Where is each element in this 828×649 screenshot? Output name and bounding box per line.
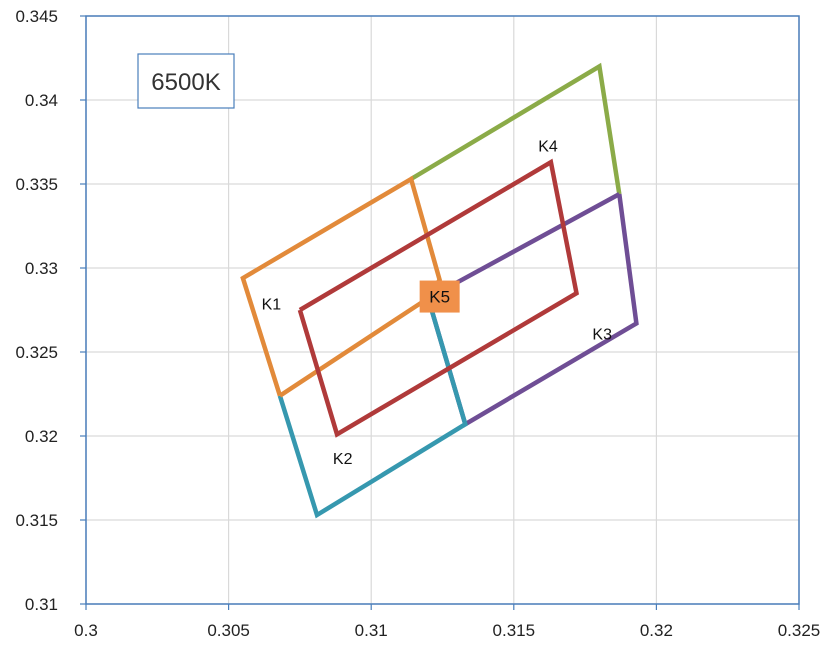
y-tick-label: 0.345 <box>15 7 58 26</box>
y-tick-label: 0.335 <box>15 175 58 194</box>
plot-area-border <box>85 15 800 605</box>
k5-label: K5 <box>429 288 450 307</box>
x-tick-label: 0.32 <box>640 621 673 640</box>
series-line-0 <box>409 62 622 195</box>
y-tick-label: 0.315 <box>15 511 58 530</box>
x-tick-label: 0.325 <box>778 621 821 640</box>
x-tick-label: 0.31 <box>355 621 388 640</box>
series-line-2 <box>277 297 468 519</box>
chart-title: 6500K <box>151 69 220 96</box>
title-box-border <box>137 53 235 109</box>
label-k4: K4 <box>538 138 558 155</box>
series-group <box>240 62 639 519</box>
y-tick-label: 0.32 <box>25 427 58 446</box>
y-tick-label: 0.34 <box>25 91 58 110</box>
k5-label-box <box>419 280 460 313</box>
title-box: 6500K <box>137 53 235 109</box>
x-tick-label: 0.3 <box>74 621 98 640</box>
label-k2: K2 <box>333 451 353 468</box>
y-tick-label: 0.33 <box>25 259 58 278</box>
label-k1: K1 <box>262 296 282 313</box>
x-axis-ticks: 0.3 0.305 0.31 0.315 0.32 0.325 <box>74 604 820 640</box>
x-tick-label: 0.305 <box>207 621 250 640</box>
y-tick-label: 0.325 <box>15 343 58 362</box>
series-line-3 <box>240 175 443 398</box>
series-line-4 <box>297 158 580 438</box>
label-k3: K3 <box>592 327 612 344</box>
y-tick-label: 0.31 <box>25 595 58 614</box>
point-labels: K1 K2 K3 K4 K5 <box>262 138 613 467</box>
y-axis-ticks: 0.31 0.315 0.32 0.325 0.33 0.335 0.34 0.345 <box>15 7 86 614</box>
x-tick-label: 0.315 <box>493 621 536 640</box>
